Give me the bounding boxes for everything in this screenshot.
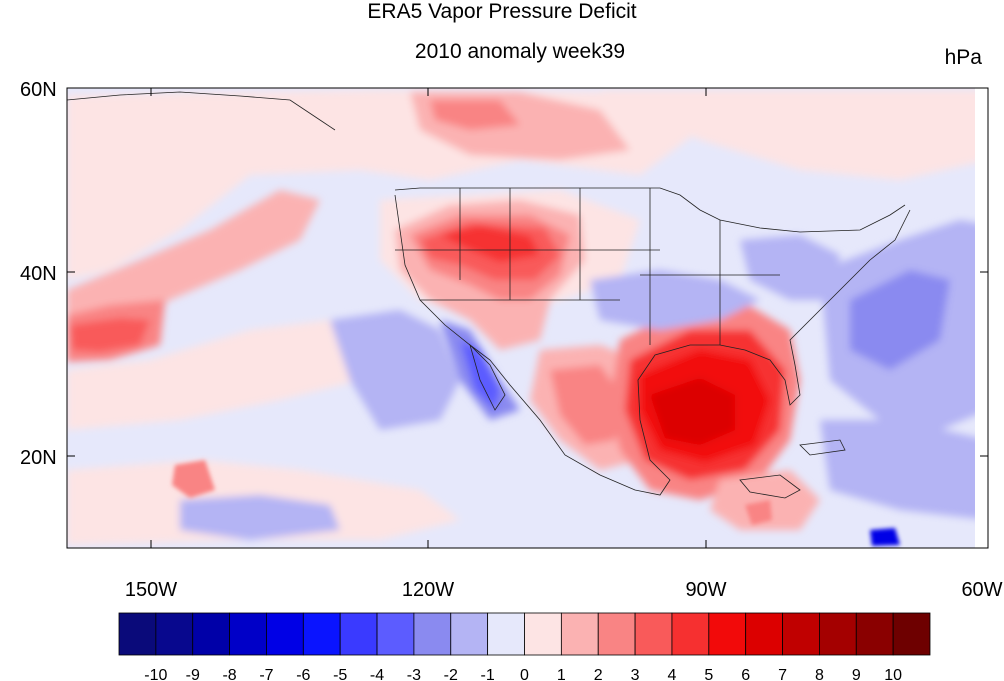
anomaly-field <box>67 88 988 548</box>
colorbar-swatch <box>413 612 452 656</box>
colorbar-label: 7 <box>778 667 787 681</box>
colorbar-swatch <box>192 612 230 656</box>
colorbar-label: 0 <box>520 667 529 681</box>
colorbar-swatch <box>745 612 783 656</box>
lat-ticks <box>67 87 988 457</box>
colorbar-swatch <box>450 612 489 656</box>
colorbar-swatch <box>560 612 599 656</box>
map-title: ERA5 Vapor Pressure Deficit <box>367 0 637 23</box>
colorbar-label: 2 <box>594 667 603 681</box>
colorbar-label: -6 <box>296 667 310 681</box>
plot-frame <box>66 87 989 549</box>
colorbar-swatch <box>597 612 636 656</box>
colorbar-swatch <box>819 612 857 656</box>
colorbar-label: 9 <box>852 667 861 681</box>
lat-label-60n: 60N <box>20 79 57 101</box>
colorbar-label: -9 <box>186 667 200 681</box>
lon-ticks <box>150 88 707 548</box>
lon-label-60w: 60W <box>961 579 1002 601</box>
colorbar-label: 3 <box>631 667 640 681</box>
units-label: hPa <box>944 46 982 69</box>
colorbar-label: 8 <box>815 667 824 681</box>
colorbar-swatch <box>376 612 415 656</box>
colorbar-swatch <box>487 612 525 656</box>
colorbar-swatch <box>671 612 710 656</box>
colorbar-label: -10 <box>144 667 167 681</box>
colorbar-label: -5 <box>333 667 347 681</box>
colorbar-swatch <box>302 612 341 656</box>
colorbar-swatch <box>524 612 562 656</box>
colorbar-label: -7 <box>259 667 273 681</box>
colorbar-swatch <box>339 612 378 656</box>
lon-label-120w: 120W <box>402 579 454 601</box>
lat-label-20n: 20N <box>20 447 57 469</box>
colorbar: -10 -9 -8 -7 -6 -5 -4 -3 -2 -1 0 1 2 3 4 5 6 7 8 9 10 <box>118 612 931 681</box>
colorbar-label: 10 <box>884 667 902 681</box>
lon-label-150w: 150W <box>125 579 177 601</box>
colorbar-label: -3 <box>407 667 421 681</box>
colorbar-swatch <box>634 612 673 656</box>
colorbar-swatch <box>892 612 931 656</box>
colorbar-label: 5 <box>704 667 713 681</box>
colorbar-swatch <box>155 612 194 656</box>
colorbar-swatch <box>266 612 304 656</box>
coastlines <box>67 91 911 499</box>
colorbar-label: -4 <box>370 667 384 681</box>
colorbar-swatch <box>855 612 894 656</box>
colorbar-swatch <box>118 612 157 656</box>
colorbar-label: -2 <box>444 667 458 681</box>
colorbar-swatch <box>229 612 267 656</box>
colorbar-label: 6 <box>741 667 750 681</box>
colorbar-swatch <box>782 612 820 656</box>
colorbar-swatch <box>708 612 747 656</box>
lon-label-90w: 90W <box>685 579 726 601</box>
colorbar-label: 1 <box>557 667 566 681</box>
colorbar-label: -1 <box>481 667 495 681</box>
colorbar-label: 4 <box>668 667 677 681</box>
colorbar-label: -8 <box>222 667 236 681</box>
map-subtitle: 2010 anomaly week39 <box>414 40 626 63</box>
lat-label-40n: 40N <box>20 263 57 285</box>
